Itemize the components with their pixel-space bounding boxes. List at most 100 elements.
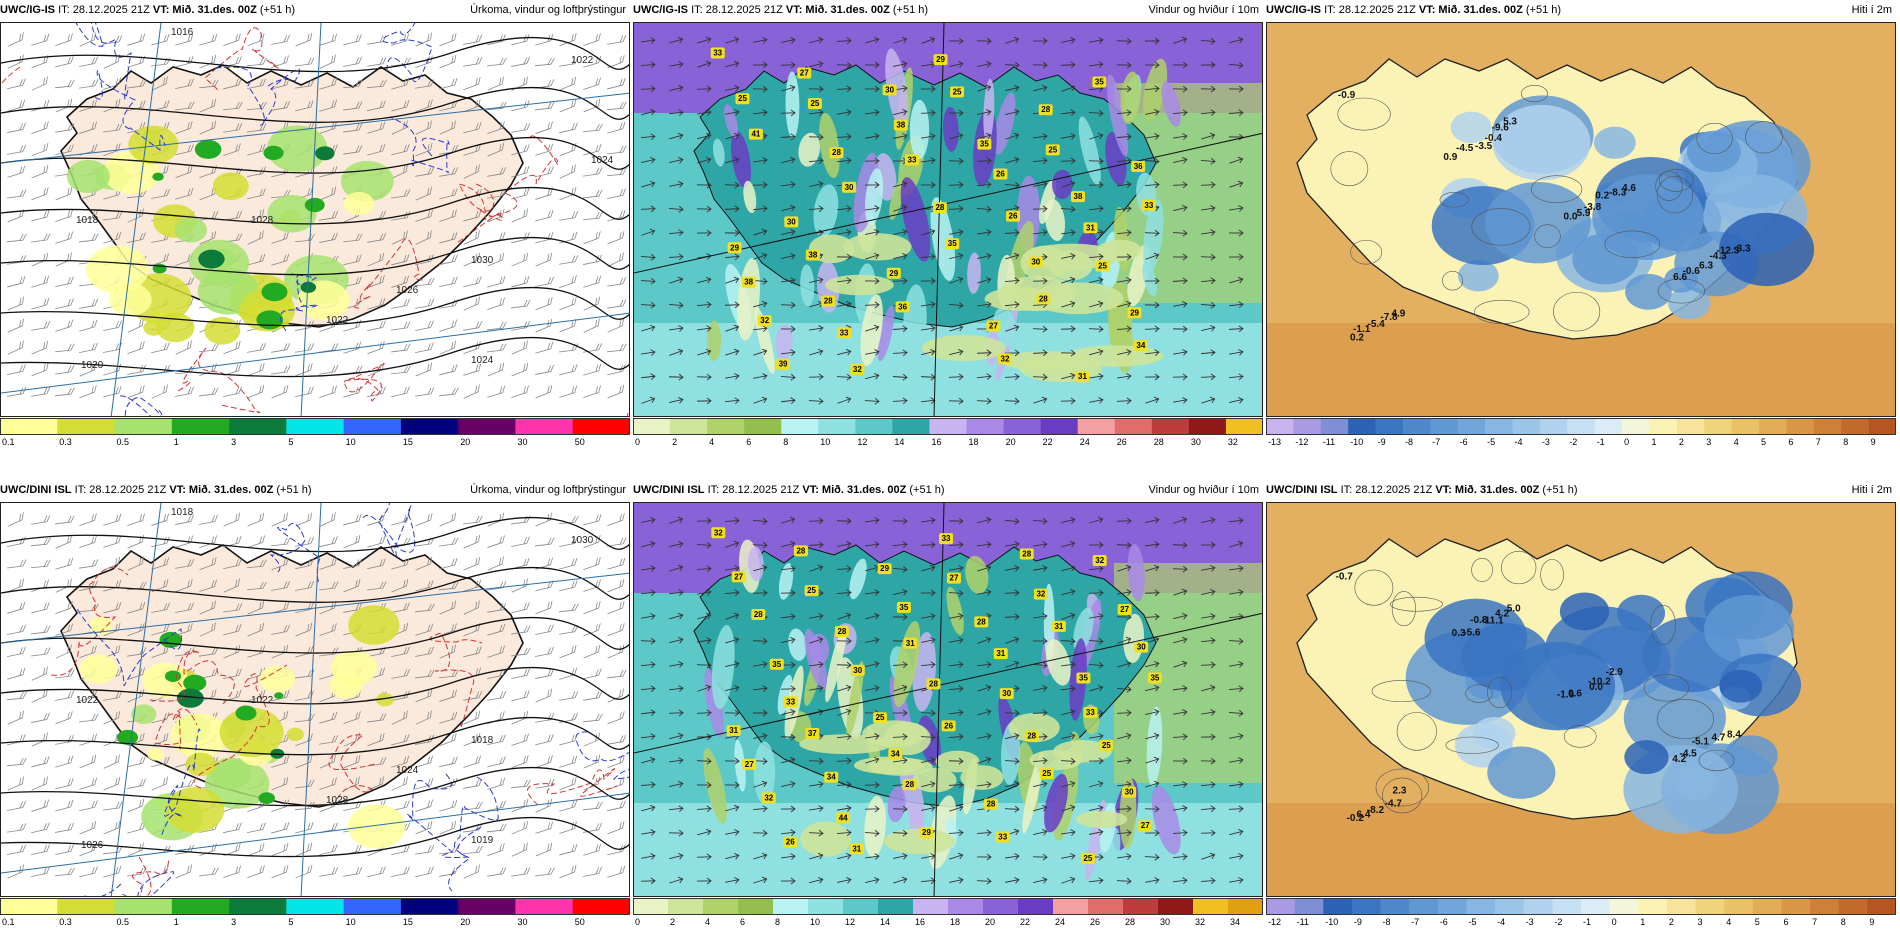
valid-label: VT: <box>169 484 186 496</box>
colorbar-tick-label: 0 <box>1612 917 1617 927</box>
colorbar-tick-label: 26 <box>1090 917 1100 927</box>
precip-colorbar: 0.1 0.3 0.5 1 3 5 10 15 20 30 50 <box>0 898 630 928</box>
temperature-label: -4.3 <box>1709 251 1727 262</box>
temperature-label: -11.1 <box>1481 616 1504 627</box>
svg-text:33: 33 <box>1144 201 1153 210</box>
colorbar-swatch <box>572 899 630 914</box>
isobar-label: 1024 <box>591 155 614 166</box>
svg-text:28: 28 <box>1027 732 1036 741</box>
svg-text:34: 34 <box>891 750 900 759</box>
gust-label: 28 <box>983 798 998 810</box>
gust-label: 38 <box>1071 191 1086 203</box>
colorbar-tick-label: 8 <box>775 917 780 927</box>
colorbar-swatch <box>1781 899 1811 914</box>
temperature-label: -5.1 <box>1692 737 1710 748</box>
colorbar-swatch <box>1402 419 1431 434</box>
temperature-label: -7.8 <box>1380 312 1398 323</box>
lead-time: (+51 h) <box>259 4 296 16</box>
temperature-label: -4.7 <box>1385 799 1403 810</box>
colorbar-swatch <box>913 899 949 914</box>
colorbar-tick-label: 20 <box>985 917 995 927</box>
colorbar-swatch <box>808 899 844 914</box>
colorbar-tick-label: 22 <box>1043 437 1053 447</box>
gust-label: 33 <box>995 831 1010 843</box>
temperature-label: -12.3 <box>1717 246 1740 257</box>
lead-time: (+51 h) <box>1542 484 1578 496</box>
init-time: IT: 28.12.2025 21Z <box>58 4 150 16</box>
gust-label: 35 <box>1147 672 1162 684</box>
colorbar-tick-label: 30 <box>1160 917 1170 927</box>
colorbar-swatch <box>670 419 708 434</box>
gust-label: 37 <box>805 727 820 739</box>
svg-text:25: 25 <box>738 94 747 103</box>
gust-label: 25 <box>1095 260 1110 272</box>
colorbar-tick-label: 4 <box>709 437 714 447</box>
svg-text:27: 27 <box>800 68 809 77</box>
colorbar-swatch <box>703 899 739 914</box>
panel-header: UWC/IG-IS IT: 28.12.2025 21Z VT: Mið. 31… <box>633 0 1263 20</box>
temperature-label: 8.4 <box>1727 729 1741 740</box>
isobar-label: 1024 <box>396 765 419 776</box>
colorbar-swatch <box>0 419 58 434</box>
colorbar-swatch <box>1759 419 1787 434</box>
svg-text:32: 32 <box>853 365 862 374</box>
gust-label: 38 <box>893 119 908 131</box>
colorbar-tick-label: 0.1 <box>2 437 15 447</box>
svg-text:30: 30 <box>885 85 894 94</box>
colorbar-tick-label: 7 <box>1816 437 1821 447</box>
colorbar-swatch <box>1430 419 1459 434</box>
colorbar-swatch <box>1666 899 1696 914</box>
colorbar-tick-label: 1 <box>1652 437 1657 447</box>
temperature-label: -3.3 <box>1733 243 1751 254</box>
svg-text:32: 32 <box>1095 556 1104 565</box>
colorbar-swatch <box>1523 899 1553 914</box>
svg-text:35: 35 <box>1095 77 1104 86</box>
colorbar-tick-label: 34 <box>1230 917 1240 927</box>
colorbar-swatch <box>1457 419 1486 434</box>
colorbar-tick-label: -12 <box>1268 917 1281 927</box>
svg-text:33: 33 <box>998 832 1007 841</box>
colorbar-tick-label: 0 <box>635 437 640 447</box>
svg-text:35: 35 <box>980 140 989 149</box>
colorbar-tick-label: 26 <box>1117 437 1127 447</box>
colorbar-swatch <box>458 419 516 434</box>
svg-text:30: 30 <box>1031 258 1040 267</box>
colorbar-swatch <box>1409 899 1439 914</box>
gust-label: 31 <box>849 843 864 855</box>
colorbar-swatch <box>171 419 230 434</box>
svg-text:34: 34 <box>827 773 836 782</box>
colorbar-tick-label: 6 <box>740 917 745 927</box>
colorbar-tick-label: 0 <box>1624 437 1629 447</box>
gust-label: 28 <box>793 545 808 557</box>
temperature-label: 0.0 <box>1564 212 1578 223</box>
temperature-label: -8.2 <box>1367 805 1385 816</box>
gust-label: 32 <box>761 792 776 804</box>
isobar-label: 1018 <box>76 215 99 226</box>
model-name: UWC/DINI ISL <box>1266 484 1338 496</box>
colorbar-tick-label: 10 <box>820 437 830 447</box>
svg-text:29: 29 <box>880 564 889 573</box>
svg-text:29: 29 <box>936 55 945 64</box>
gust-label: 25 <box>804 585 819 597</box>
colorbar-tick-label: -5 <box>1469 917 1477 927</box>
gust-label: 32 <box>1033 588 1048 600</box>
colorbar-tick-label: 8 <box>1841 917 1846 927</box>
lead-time: (+51 h) <box>909 484 945 496</box>
svg-text:31: 31 <box>1078 372 1087 381</box>
valid-time: Mið. 31.des. 00Z <box>805 4 890 16</box>
isobar-label: 1028 <box>251 215 274 226</box>
svg-text:30: 30 <box>1137 643 1146 652</box>
init-time: IT: 28.12.2025 21Z <box>691 4 783 16</box>
valid-time: Mið. 31.des. 00Z <box>188 484 274 496</box>
svg-text:26: 26 <box>786 838 795 847</box>
colorbar-tick-label: 6 <box>746 437 751 447</box>
svg-text:28: 28 <box>832 148 841 157</box>
colorbar-tick-label: -6 <box>1440 917 1448 927</box>
temperature-label: -4.5 <box>1456 143 1474 154</box>
svg-text:33: 33 <box>840 328 849 337</box>
svg-text:33: 33 <box>942 534 951 543</box>
svg-text:28: 28 <box>935 203 944 212</box>
colorbar-tick-label: 20 <box>460 437 470 447</box>
colorbar-tick-label: 5 <box>288 437 293 447</box>
temperature-label: 4.2 <box>1495 608 1509 619</box>
